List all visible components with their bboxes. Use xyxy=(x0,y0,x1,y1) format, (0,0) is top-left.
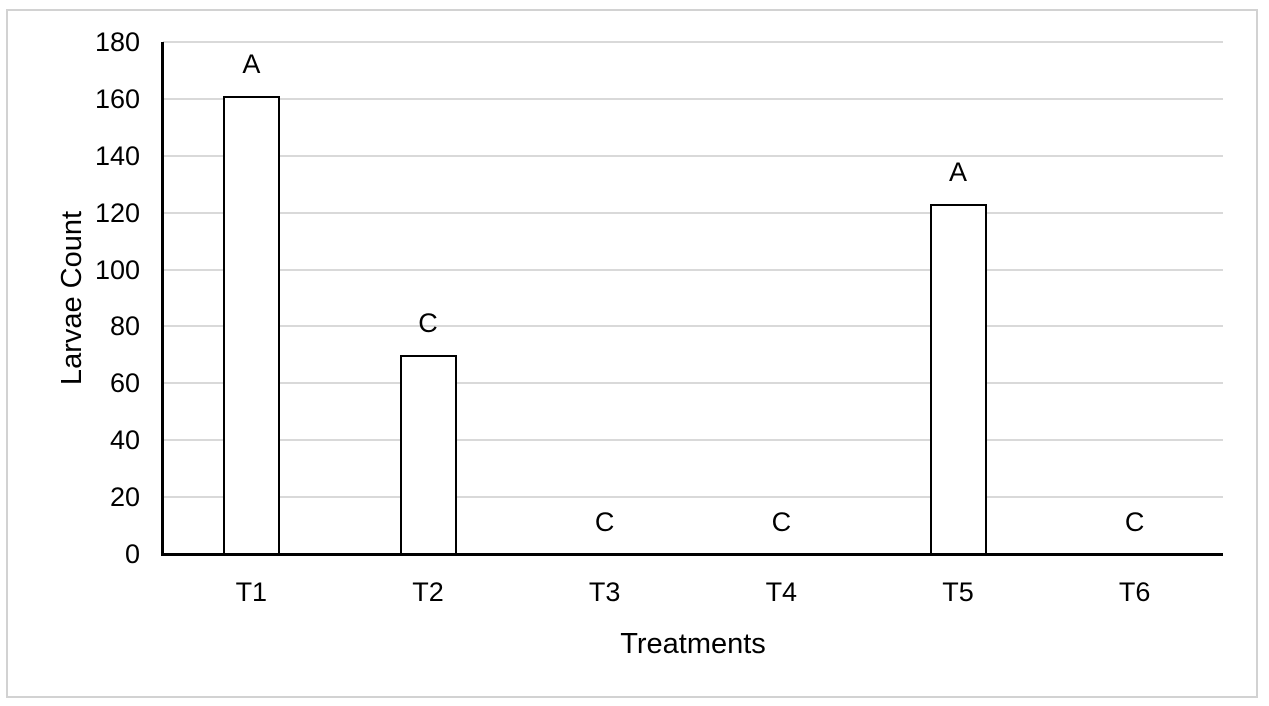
y-axis-line xyxy=(161,42,164,556)
bar-T1 xyxy=(222,96,280,554)
gridline-180 xyxy=(163,41,1223,43)
gridline-160 xyxy=(163,97,1223,100)
y-tick-label-0: 0 xyxy=(124,539,140,569)
gridline-100 xyxy=(163,268,1223,271)
chart-frame xyxy=(6,9,1258,698)
y-tick-label-160: 160 xyxy=(94,83,140,114)
y-tick-label-140: 140 xyxy=(94,140,140,171)
y-tick-label-80: 80 xyxy=(109,311,140,342)
gridline-40 xyxy=(163,439,1223,442)
x-category-label-T6: T6 xyxy=(1118,577,1151,607)
bar-label-T5: A xyxy=(948,157,967,188)
x-category-label-T4: T4 xyxy=(765,577,798,607)
y-tick-label-60: 60 xyxy=(109,368,140,399)
bar-label-T2: C xyxy=(418,307,438,338)
x-category-label-T5: T5 xyxy=(942,577,974,607)
y-tick-label-180: 180 xyxy=(94,27,140,57)
y-tick-label-100: 100 xyxy=(94,254,140,285)
bar-label-T6: C xyxy=(1124,507,1145,537)
y-tick-label-40: 40 xyxy=(109,425,140,456)
bar-label-T4: C xyxy=(771,507,792,537)
x-axis-line xyxy=(161,553,1223,556)
y-tick-label-20: 20 xyxy=(109,482,140,513)
x-category-label-T1: T1 xyxy=(235,577,268,607)
bar-label-T1: A xyxy=(242,49,261,80)
x-category-label-T2: T2 xyxy=(412,577,444,607)
bar-T5 xyxy=(929,204,987,554)
x-axis-title: Treatments xyxy=(620,628,766,660)
y-tick-label-120: 120 xyxy=(94,197,140,228)
x-category-label-T3: T3 xyxy=(588,577,621,607)
gridline-80 xyxy=(163,325,1223,328)
bar-label-T3: C xyxy=(594,507,615,537)
gridline-20 xyxy=(163,496,1223,499)
bar-T2 xyxy=(399,354,457,554)
gridline-60 xyxy=(163,382,1223,385)
gridline-140 xyxy=(163,154,1223,157)
gridline-120 xyxy=(163,211,1223,214)
y-axis-title: Larvae Count xyxy=(56,210,88,386)
